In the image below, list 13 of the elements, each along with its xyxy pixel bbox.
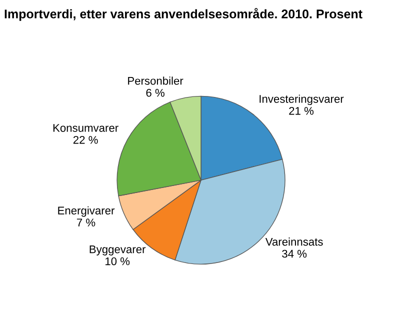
slice-label: Investeringsvarer [260, 94, 344, 106]
chart-title: Importverdi, etter varens anvendelsesområde. 2010. Prosent [4, 8, 362, 21]
data-label: 7 % [76, 218, 96, 226]
slice-label: Energivarer [58, 206, 115, 217]
data-label: 21 % [289, 106, 314, 115]
slice-label: Konsumvarer [53, 124, 118, 132]
data-label: 10 % [106, 257, 130, 266]
slice-label: Byggevarer [90, 245, 146, 256]
slice-label: Vareinnsats [265, 238, 323, 246]
data-label: 34 % [282, 250, 307, 258]
data-label: 6 % [146, 88, 164, 97]
data-label: 22 % [73, 136, 98, 144]
slice-label: Personbiler [128, 76, 184, 85]
